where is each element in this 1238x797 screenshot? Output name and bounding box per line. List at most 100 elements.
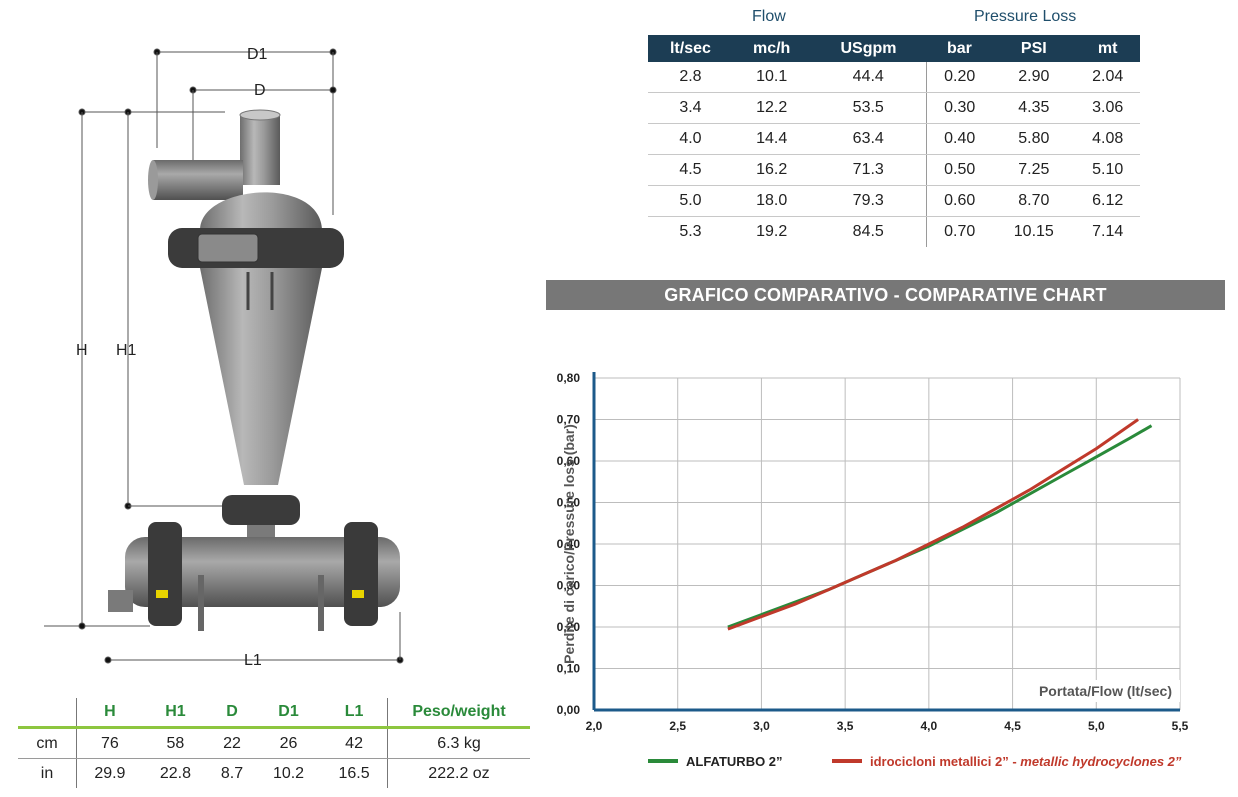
- flow-table-group-headers: Flow Pressure Loss: [648, 6, 1140, 30]
- flow-table-cell: 4.08: [1075, 123, 1140, 155]
- x-tick-label: 2,5: [669, 719, 686, 733]
- dimensions-cell: 8.7: [220, 764, 244, 782]
- flow-table-row: 5.3 19.2 84.5 0.70 10.15 7.14: [648, 216, 1140, 247]
- dimensions-header-h: H: [75, 698, 143, 729]
- dimensions-cell: 58: [142, 727, 209, 759]
- flow-table-cell: 53.5: [810, 92, 927, 124]
- flow-table-cell: 2.90: [992, 62, 1076, 93]
- flow-table-cell: 19.2: [756, 223, 788, 240]
- flow-table-cell: 7.14: [1092, 223, 1124, 240]
- dimensions-cell: 22: [208, 727, 256, 759]
- flow-table-cell: 7.25: [992, 154, 1076, 186]
- flow-group-header: Flow: [752, 8, 786, 25]
- dimensions-cell: 22.8: [159, 764, 191, 782]
- y-tick-label: 0,80: [557, 371, 581, 385]
- x-tick-label: 5,0: [1088, 719, 1105, 733]
- dimensions-header-d: D: [208, 698, 256, 729]
- pressure-loss-group-header: Pressure Loss: [974, 8, 1077, 25]
- y-tick-label: 0,30: [557, 579, 581, 593]
- x-axis-title-bg: [1030, 680, 1180, 702]
- flow-table-row: 5.0 18.0 79.3 0.60 8.70 6.12: [648, 185, 1140, 217]
- flow-table-cell: 0.40: [926, 123, 993, 155]
- hydrocyclone-drawing: [44, 48, 404, 664]
- flow-table-cell: 4.5: [648, 154, 733, 186]
- flow-table-cell: 16.2: [732, 154, 811, 186]
- dimensions-header-l1: L1: [321, 698, 388, 729]
- flow-table-cell: 4.35: [992, 92, 1076, 124]
- flow-table-cell: 0.30: [926, 92, 993, 124]
- flow-table-cell: 63.4: [810, 123, 927, 155]
- flow-table-header-row: lt/sec mc/h USgpm bar PSI mt: [648, 35, 1140, 62]
- x-tick-label: 2,0: [586, 719, 603, 733]
- flow-table-cell: 4.0: [648, 123, 733, 155]
- dimensions-weight-in: 222.2 oz: [387, 758, 530, 788]
- legend-label-2-italic: metallic hydrocyclones 2”: [1020, 754, 1182, 769]
- flow-table-cell: 6.12: [1075, 185, 1140, 217]
- flow-table-row: 4.0 14.4 63.4 0.40 5.80 4.08: [648, 123, 1140, 155]
- flow-table-cell: 14.4: [732, 123, 811, 155]
- flow-table-row: 4.5 16.2 71.3 0.50 7.25 5.10: [648, 154, 1140, 186]
- y-tick-label: 0,10: [557, 662, 581, 676]
- dim-label-h1: H1: [116, 342, 137, 359]
- x-tick-label: 5,5: [1172, 719, 1189, 733]
- flow-table-cell: 0.70: [926, 216, 993, 247]
- legend-label-2-normal: idrocicloni metallici 2” -: [870, 754, 1020, 769]
- dimensions-cell: 10.2: [272, 764, 305, 782]
- dimensions-header-d1: D1: [255, 698, 322, 729]
- flow-table-cell: 3.06: [1075, 92, 1140, 124]
- flow-table-cell: 5.10: [1075, 154, 1140, 186]
- y-tick-label: 0,70: [557, 413, 581, 427]
- dim-label-h: H: [76, 342, 88, 359]
- dimensions-cell: 26: [255, 727, 322, 759]
- dimensions-header-weight: Peso/weight: [387, 698, 530, 729]
- dim-label-d: D: [254, 82, 266, 99]
- flow-table-row: 2.8 10.1 44.4 0.20 2.90 2.04: [648, 62, 1140, 93]
- flow-table-cell: 12.2: [732, 92, 811, 124]
- y-axis-title: Perdite di carico/Pressure loss (bar): [561, 424, 577, 664]
- x-tick-label: 4,5: [1004, 719, 1021, 733]
- flow-table-cell: 2.8: [648, 62, 733, 93]
- dimensions-cell: 76: [75, 727, 143, 759]
- flow-table-cell: 10.15: [1013, 223, 1054, 240]
- y-tick-label: 0,40: [557, 537, 581, 551]
- flow-table-cell: 5.0: [648, 185, 733, 217]
- dimensions-row-in: in 29.9 22.8 8.7 10.2 16.5 222.2 oz: [18, 758, 530, 788]
- flow-table-cell: 5.80: [992, 123, 1076, 155]
- dimensions-unit-cm: cm: [18, 727, 77, 759]
- dimensions-header-h1: H1: [142, 698, 209, 729]
- flow-col-header: mc/h: [732, 35, 811, 62]
- comparative-chart: 0,00 0,10 0,20 0,30 0,40 0,50 0,60 0,70 0,80 2,0 2…: [557, 371, 1189, 769]
- dimensions-unit-in: in: [40, 764, 54, 782]
- flow-table-cell: 18.0: [732, 185, 811, 217]
- legend-label-1: ALFATURBO 2”: [686, 754, 783, 769]
- legend-label-2: idrocicloni metallici 2” - metallic hydr…: [870, 754, 1182, 769]
- flow-table-cell: 0.20: [926, 62, 993, 93]
- dim-label-d1: D1: [247, 46, 268, 63]
- flow-table-cell: 79.3: [810, 185, 927, 217]
- flow-col-header: bar: [926, 35, 993, 62]
- flow-table-cell: 10.1: [732, 62, 811, 93]
- dimensions-cell: 29.9: [75, 758, 143, 788]
- y-tick-label: 0,00: [557, 703, 581, 717]
- flow-table-body: 2.8 10.1 44.4 0.20 2.90 2.04 3.4 12.2 53.5 0.30 4.…: [648, 62, 1140, 247]
- x-tick-label: 3,0: [753, 719, 770, 733]
- flow-table-cell: 5.3: [679, 223, 702, 240]
- flow-table-cell: 44.4: [810, 62, 927, 93]
- flow-col-header: PSI: [992, 35, 1076, 62]
- dimensions-cell: 16.5: [338, 764, 370, 782]
- y-tick-label: 0,50: [557, 496, 581, 510]
- dimensions-header-row: H H1 D D1 L1 Peso/weight: [18, 698, 530, 729]
- chart-title-banner: GRAFICO COMPARATIVO - COMPARATIVE CHART: [546, 280, 1225, 310]
- dimensions-cell: 42: [321, 727, 388, 759]
- y-tick-label: 0,60: [557, 454, 581, 468]
- flow-col-header: lt/sec: [648, 35, 733, 62]
- flow-col-header: USgpm: [810, 35, 927, 62]
- flow-col-header: mt: [1075, 35, 1140, 62]
- x-tick-label: 3,5: [837, 719, 854, 733]
- x-axis-title: Portata/Flow (lt/sec): [1039, 683, 1172, 699]
- flow-table-row: 3.4 12.2 53.5 0.30 4.35 3.06: [648, 92, 1140, 124]
- flow-table-cell: 84.5: [852, 223, 884, 240]
- series-line-2: [727, 418, 1139, 631]
- dim-label-l1: L1: [244, 652, 262, 669]
- y-tick-label: 0,20: [557, 620, 581, 634]
